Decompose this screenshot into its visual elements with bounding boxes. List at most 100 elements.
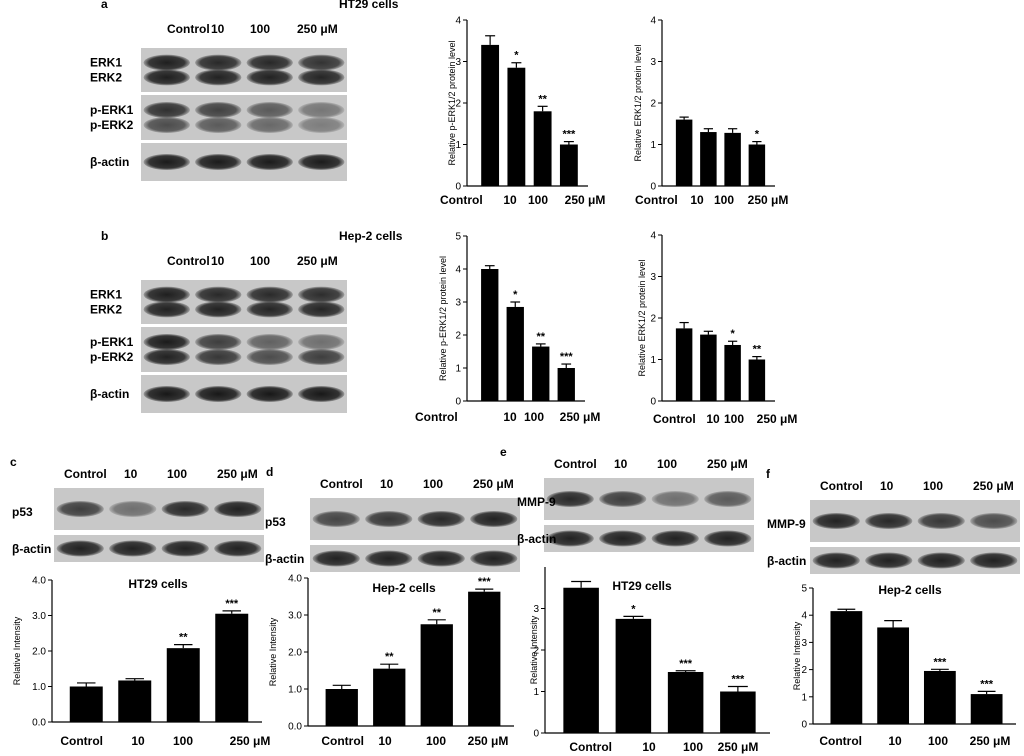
protein-band (546, 491, 594, 507)
data-bar (557, 368, 575, 401)
significance-marker: *** (980, 678, 994, 690)
lane-label: 100 (167, 467, 187, 481)
data-bar (724, 132, 741, 186)
x-tick-label: 10 (503, 193, 517, 207)
data-bar (724, 344, 741, 401)
y-tick-label: 4 (801, 611, 807, 622)
y-axis-label: Relative ERK1/2 protein level (633, 44, 643, 161)
significance-marker: ** (753, 344, 762, 356)
x-tick-label: 10 (378, 734, 392, 748)
protein-band (599, 491, 647, 507)
panel-letter-e: e (500, 445, 507, 459)
x-tick-label: 100 (683, 740, 703, 754)
significance-marker: ** (432, 607, 441, 619)
y-tick-label: 3 (455, 298, 461, 309)
protein-band (109, 540, 157, 557)
y-tick-label: 1 (533, 687, 539, 698)
data-bar (563, 587, 599, 733)
data-bar (700, 132, 717, 186)
data-bar (420, 624, 453, 726)
data-bar (748, 359, 766, 401)
significance-marker: *** (478, 576, 492, 588)
protein-band (812, 552, 860, 569)
protein-label: p-ERK1 (90, 335, 134, 349)
protein-band (298, 102, 345, 118)
protein-label: β-actin (90, 387, 129, 401)
protein-label: ERK2 (90, 70, 122, 84)
y-tick-label: 3 (801, 638, 807, 649)
y-tick-label: 2.0 (288, 648, 302, 659)
protein-band (195, 349, 242, 365)
y-tick-label: 1.0 (288, 685, 302, 696)
protein-band (143, 117, 190, 133)
y-tick-label: 0 (533, 729, 539, 740)
lane-label: Control (167, 254, 210, 268)
protein-band (312, 511, 360, 527)
x-tick-label: Control (635, 193, 678, 207)
protein-band (195, 102, 242, 118)
y-tick-label: 2 (801, 665, 807, 676)
protein-band (143, 286, 190, 303)
lane-label: Control (64, 467, 107, 481)
protein-band (195, 301, 242, 318)
lane-label: 10 (211, 254, 225, 268)
y-tick-label: 3 (650, 57, 656, 68)
significance-marker: ** (538, 93, 547, 105)
protein-band (365, 550, 413, 567)
protein-band (56, 540, 104, 557)
protein-band (246, 301, 293, 318)
data-bar (481, 44, 500, 187)
significance-marker: *** (731, 674, 745, 686)
y-tick-label: 1 (650, 355, 656, 366)
significance-marker: *** (560, 351, 574, 363)
x-tick-label: 10 (131, 734, 145, 748)
protein-band (417, 550, 465, 567)
protein-band (298, 69, 345, 86)
protein-band (704, 491, 752, 507)
protein-band (161, 501, 209, 517)
cell-line-label: HT29 cells (339, 0, 399, 11)
protein-band (865, 552, 913, 569)
protein-band (917, 513, 965, 529)
data-bar (675, 119, 693, 186)
y-tick-label: 4 (650, 16, 656, 27)
y-tick-label: 3.0 (288, 611, 302, 622)
significance-marker: *** (562, 129, 576, 141)
protein-band (546, 530, 594, 547)
protein-label: p53 (265, 515, 286, 529)
protein-band (298, 54, 345, 71)
protein-band (970, 513, 1018, 529)
data-bar (468, 591, 501, 726)
data-bar (615, 618, 652, 733)
y-axis-label: Relative ERK1/2 protein level (637, 259, 647, 376)
protein-band (143, 334, 190, 350)
x-tick-label: 250 μM (565, 193, 606, 207)
protein-label: p-ERK2 (90, 350, 134, 364)
protein-band (195, 286, 242, 303)
y-tick-label: 5 (801, 584, 807, 595)
x-tick-label: Control (321, 734, 364, 748)
chart-d: 0.01.02.03.04.0*******Control 10 100 250 μM… (268, 574, 514, 748)
significance-marker: * (513, 289, 518, 301)
data-bar (215, 613, 249, 722)
y-tick-label: 1 (650, 140, 656, 151)
protein-band (865, 513, 913, 529)
protein-band (246, 386, 293, 402)
lane-label: 10 (880, 479, 894, 493)
data-bar (481, 269, 499, 401)
protein-band (704, 530, 752, 547)
protein-label: β-actin (90, 155, 129, 169)
protein-band (143, 54, 190, 71)
y-tick-label: 3 (455, 57, 461, 68)
y-tick-label: 0.0 (288, 722, 302, 733)
y-tick-label: 2 (650, 99, 656, 110)
y-tick-label: 2 (533, 646, 539, 657)
protein-band (143, 69, 190, 86)
x-tick-label: Control (60, 734, 103, 748)
y-tick-label: 0 (455, 397, 461, 408)
data-bar (720, 691, 756, 733)
x-tick-label: 250 μM (748, 193, 789, 207)
protein-label: ERK1 (90, 288, 122, 302)
